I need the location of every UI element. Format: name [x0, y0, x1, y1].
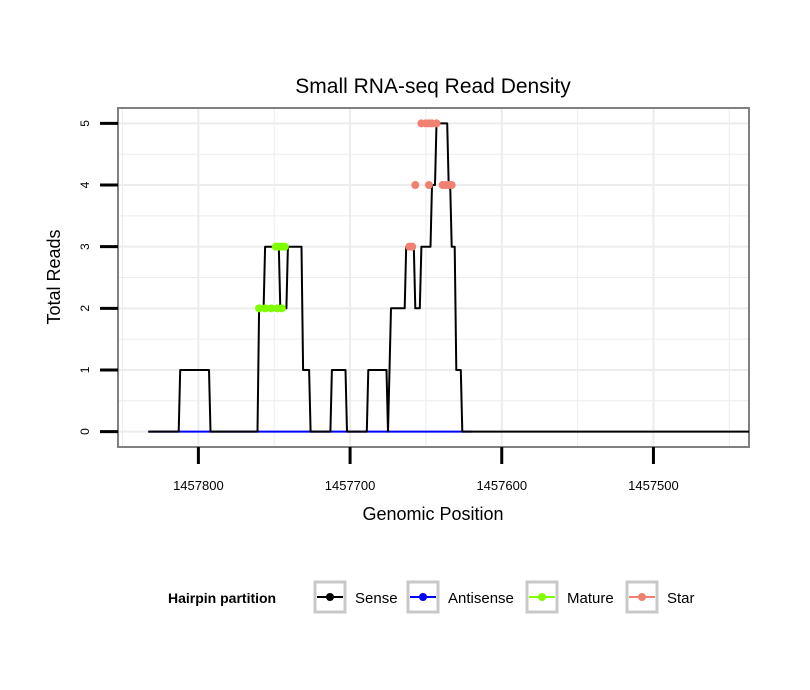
data-point-star [411, 181, 420, 190]
plot-panel [117, 107, 750, 448]
data-point-mature [277, 304, 286, 313]
legend-key-sense [313, 580, 347, 614]
legend-key-mature [525, 580, 559, 614]
data-point-star [447, 181, 456, 190]
y-axis-label: Total Reads [44, 229, 64, 324]
y-tick-label: 0 [78, 428, 92, 435]
data-point-mature [280, 242, 289, 251]
y-tick-label: 5 [78, 120, 92, 127]
data-point-mature [255, 304, 264, 313]
legend-key-point [419, 593, 427, 601]
legend-key-point [638, 593, 646, 601]
data-point-star [424, 181, 433, 190]
chart-title: Small RNA-seq Read Density [295, 75, 571, 98]
axes: 0 1 2 3 4 5 1457800 1457700 1457600 1457500 [78, 120, 679, 493]
data-point-mature [261, 304, 270, 313]
legend-key-antisense [406, 580, 440, 614]
x-tick-label: 1457700 [325, 478, 376, 493]
series-layer [148, 119, 749, 433]
legend-key-point [538, 593, 546, 601]
x-tick-label: 1457800 [173, 478, 224, 493]
x-tick-label: 1457500 [628, 478, 679, 493]
grid [118, 108, 749, 447]
legend-label-mature: Mature [567, 590, 614, 607]
data-point-star [408, 242, 417, 251]
legend-label-antisense: Antisense [448, 590, 514, 607]
y-tick-label: 2 [78, 305, 92, 312]
legend-key-star [625, 580, 659, 614]
x-axis-label: Genomic Position [362, 504, 503, 524]
y-tick-label: 3 [78, 243, 92, 250]
series-line-sense [148, 122, 749, 433]
data-point-mature [267, 304, 276, 313]
y-tick-label: 4 [78, 181, 92, 188]
data-point-star [432, 119, 441, 128]
legend: Hairpin partition Sense Antisense Mature St… [168, 580, 695, 614]
legend-label-sense: Sense [355, 590, 398, 607]
x-tick-label: 1457600 [476, 478, 527, 493]
legend-label-star: Star [667, 590, 695, 607]
y-tick-label: 1 [78, 366, 92, 373]
legend-title: Hairpin partition [168, 590, 276, 606]
legend-key-point [326, 593, 334, 601]
